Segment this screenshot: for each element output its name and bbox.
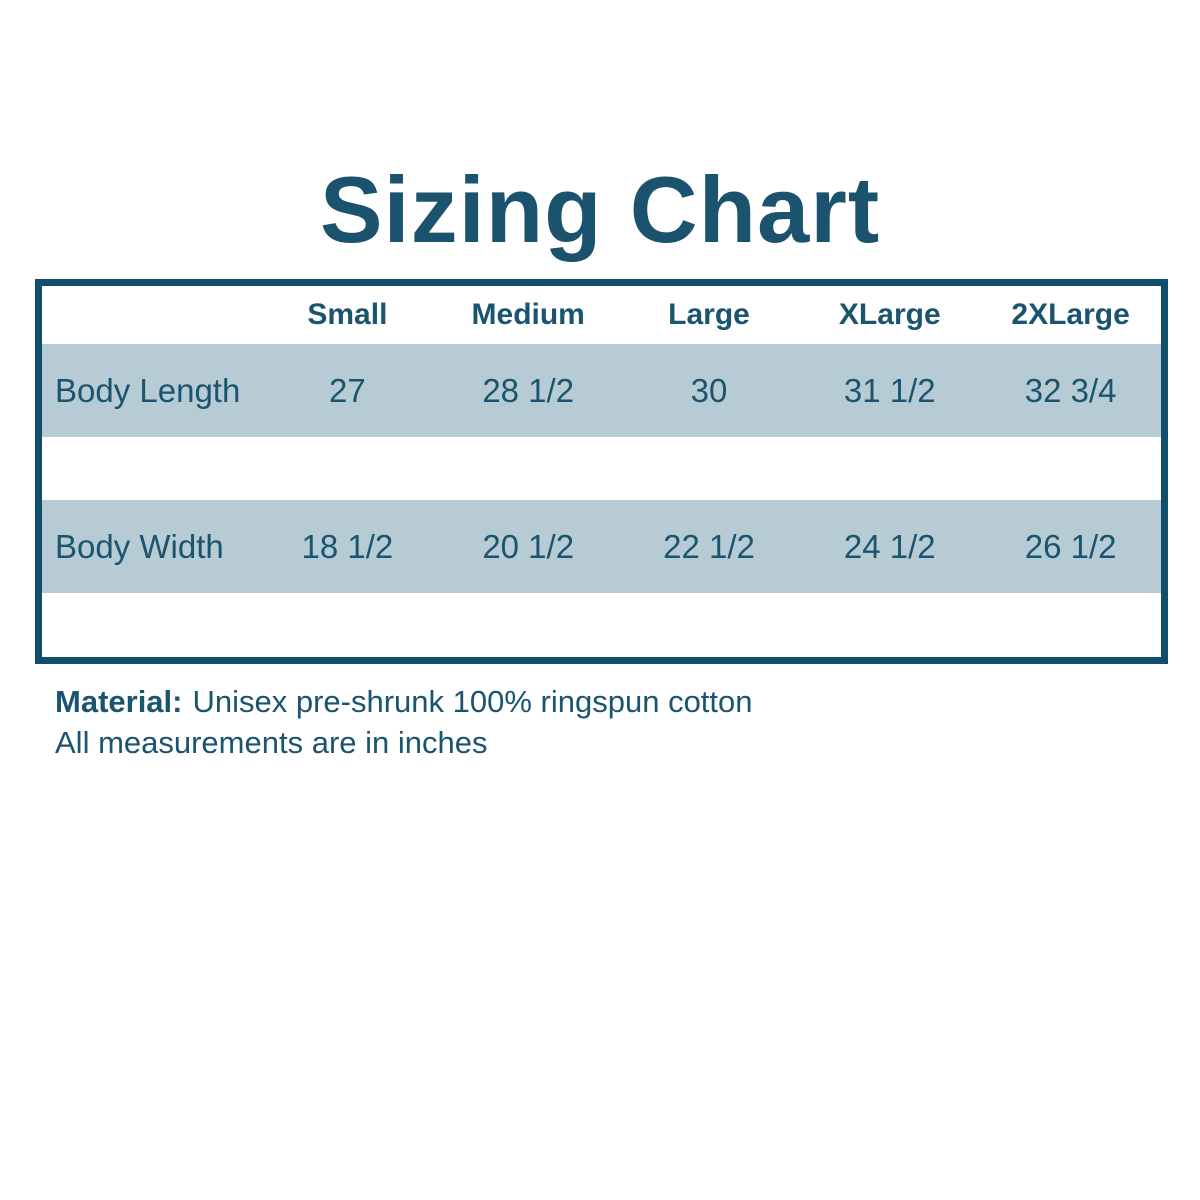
table-header-row: Small Medium Large XLarge 2XLarge [42, 286, 1161, 344]
material-label: Material: [55, 684, 183, 719]
body-width-xlarge-value: 24 1/2 [843, 528, 936, 565]
body-length-small-value: 27 [329, 372, 366, 409]
body-length-xlarge-value: 31 1/2 [843, 372, 936, 409]
footer-notes: Material: Unisex pre-shrunk 100% ringspun… [55, 681, 753, 763]
body-width-medium-value: 20 1/2 [482, 528, 575, 565]
body-width-large-value: 22 1/2 [663, 528, 755, 565]
body-width-2xlarge-value: 26 1/2 [1024, 528, 1117, 565]
body-length-large-value: 30 [690, 372, 728, 409]
column-header-small: Small [307, 298, 388, 331]
table-spacer-row [42, 437, 1161, 500]
sizing-table: Small Medium Large XLarge 2XLarge Body L… [35, 279, 1168, 664]
row-label-body-length: Body Length [55, 372, 241, 409]
body-width-small-value: 18 1/2 [301, 528, 394, 565]
column-header-xlarge: XLarge [838, 298, 941, 331]
measurements-note: All measurements are in inches [55, 725, 488, 760]
column-header-large: Large [668, 298, 750, 331]
column-header-medium: Medium [471, 298, 585, 331]
table-row-body-length: Body Length 27 28 1/2 30 31 1/2 32 3/4 [42, 344, 1161, 437]
page-title: Sizing Chart [319, 157, 881, 262]
row-label-body-width: Body Width [55, 528, 224, 565]
material-line: Material: Unisex pre-shrunk 100% ringspun… [55, 681, 753, 722]
body-length-medium-value: 28 1/2 [482, 372, 575, 409]
column-header-2xlarge: 2XLarge [1011, 298, 1130, 331]
table-bottom-spacer-row [42, 593, 1161, 657]
table-row-body-width: Body Width 18 1/2 20 1/2 22 1/2 24 1/2 2… [42, 500, 1161, 593]
body-length-2xlarge-value: 32 3/4 [1024, 372, 1117, 409]
material-value: Unisex pre-shrunk 100% ringspun cotton [192, 684, 753, 719]
